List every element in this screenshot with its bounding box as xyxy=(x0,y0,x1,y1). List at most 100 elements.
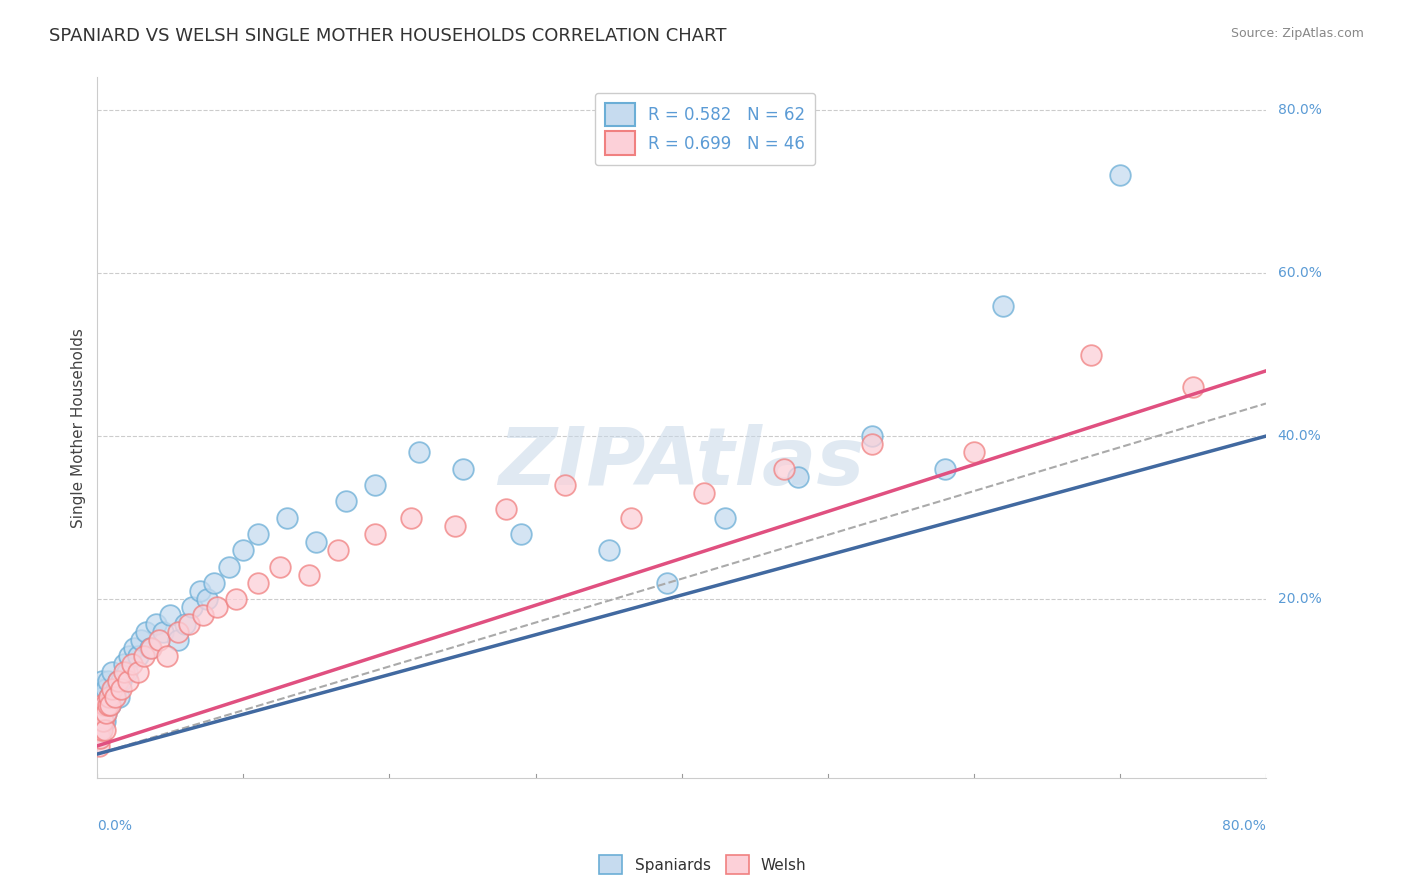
Text: 80.0%: 80.0% xyxy=(1222,819,1265,833)
Point xyxy=(202,575,225,590)
Point xyxy=(335,494,357,508)
Y-axis label: Single Mother Households: Single Mother Households xyxy=(72,328,86,528)
Point xyxy=(117,673,139,688)
Point xyxy=(89,706,111,721)
Point xyxy=(191,608,214,623)
Point xyxy=(166,624,188,639)
Point xyxy=(510,527,533,541)
Point xyxy=(269,559,291,574)
Text: SPANIARD VS WELSH SINGLE MOTHER HOUSEHOLDS CORRELATION CHART: SPANIARD VS WELSH SINGLE MOTHER HOUSEHOL… xyxy=(49,27,727,45)
Point xyxy=(141,641,163,656)
Point xyxy=(91,690,114,704)
Point xyxy=(115,665,138,680)
Legend: R = 0.582   N = 62, R = 0.699   N = 46: R = 0.582 N = 62, R = 0.699 N = 46 xyxy=(595,93,815,165)
Point xyxy=(328,543,350,558)
Point xyxy=(127,649,149,664)
Point xyxy=(101,690,124,704)
Point xyxy=(247,527,270,541)
Point xyxy=(174,616,197,631)
Point xyxy=(145,616,167,631)
Point xyxy=(97,698,120,712)
Text: 80.0%: 80.0% xyxy=(1278,103,1322,117)
Point xyxy=(90,698,112,712)
Point xyxy=(101,665,124,680)
Point xyxy=(107,673,129,688)
Point xyxy=(598,543,620,558)
Point xyxy=(91,714,114,729)
Point xyxy=(692,486,714,500)
Point xyxy=(148,632,170,647)
Point xyxy=(121,657,143,672)
Point xyxy=(247,575,270,590)
Point xyxy=(159,608,181,623)
Point xyxy=(97,698,120,712)
Point xyxy=(218,559,240,574)
Point xyxy=(93,723,115,737)
Point xyxy=(205,600,228,615)
Point xyxy=(118,649,141,664)
Point xyxy=(93,714,115,729)
Point xyxy=(408,445,430,459)
Point xyxy=(100,698,122,712)
Point xyxy=(364,527,387,541)
Point xyxy=(89,723,111,737)
Point xyxy=(298,567,321,582)
Point xyxy=(714,510,737,524)
Point xyxy=(773,461,796,475)
Point xyxy=(451,461,474,475)
Point xyxy=(89,681,111,696)
Point xyxy=(934,461,956,475)
Point xyxy=(93,698,115,712)
Point xyxy=(104,690,127,704)
Point xyxy=(103,681,125,696)
Point xyxy=(89,706,111,721)
Point xyxy=(91,706,114,721)
Point xyxy=(1181,380,1204,394)
Point xyxy=(100,698,122,712)
Point xyxy=(401,510,423,524)
Point xyxy=(554,478,576,492)
Point xyxy=(112,665,135,680)
Point xyxy=(87,714,110,729)
Point xyxy=(110,681,132,696)
Point xyxy=(860,437,883,451)
Point xyxy=(94,681,117,696)
Point xyxy=(98,690,121,704)
Point xyxy=(94,706,117,721)
Point xyxy=(860,429,883,443)
Point xyxy=(105,681,128,696)
Point xyxy=(90,714,112,729)
Point xyxy=(444,518,467,533)
Point xyxy=(89,731,111,745)
Point xyxy=(90,723,112,737)
Point xyxy=(495,502,517,516)
Point xyxy=(101,681,124,696)
Point xyxy=(179,616,201,631)
Point xyxy=(225,592,247,607)
Text: 20.0%: 20.0% xyxy=(1278,592,1322,607)
Point xyxy=(127,665,149,680)
Point xyxy=(188,584,211,599)
Point xyxy=(122,641,145,656)
Point xyxy=(94,706,117,721)
Point xyxy=(195,592,218,607)
Point xyxy=(87,731,110,745)
Point xyxy=(110,673,132,688)
Point xyxy=(135,624,157,639)
Point xyxy=(655,575,678,590)
Text: Source: ZipAtlas.com: Source: ZipAtlas.com xyxy=(1230,27,1364,40)
Point xyxy=(87,690,110,704)
Point xyxy=(87,723,110,737)
Text: 60.0%: 60.0% xyxy=(1278,266,1322,280)
Point xyxy=(152,624,174,639)
Point xyxy=(305,535,328,549)
Point xyxy=(98,690,121,704)
Point xyxy=(166,632,188,647)
Point xyxy=(108,690,131,704)
Point xyxy=(787,470,810,484)
Text: 40.0%: 40.0% xyxy=(1278,429,1322,443)
Point xyxy=(232,543,254,558)
Point xyxy=(93,698,115,712)
Point xyxy=(1080,348,1102,362)
Legend: Spaniards, Welsh: Spaniards, Welsh xyxy=(593,849,813,880)
